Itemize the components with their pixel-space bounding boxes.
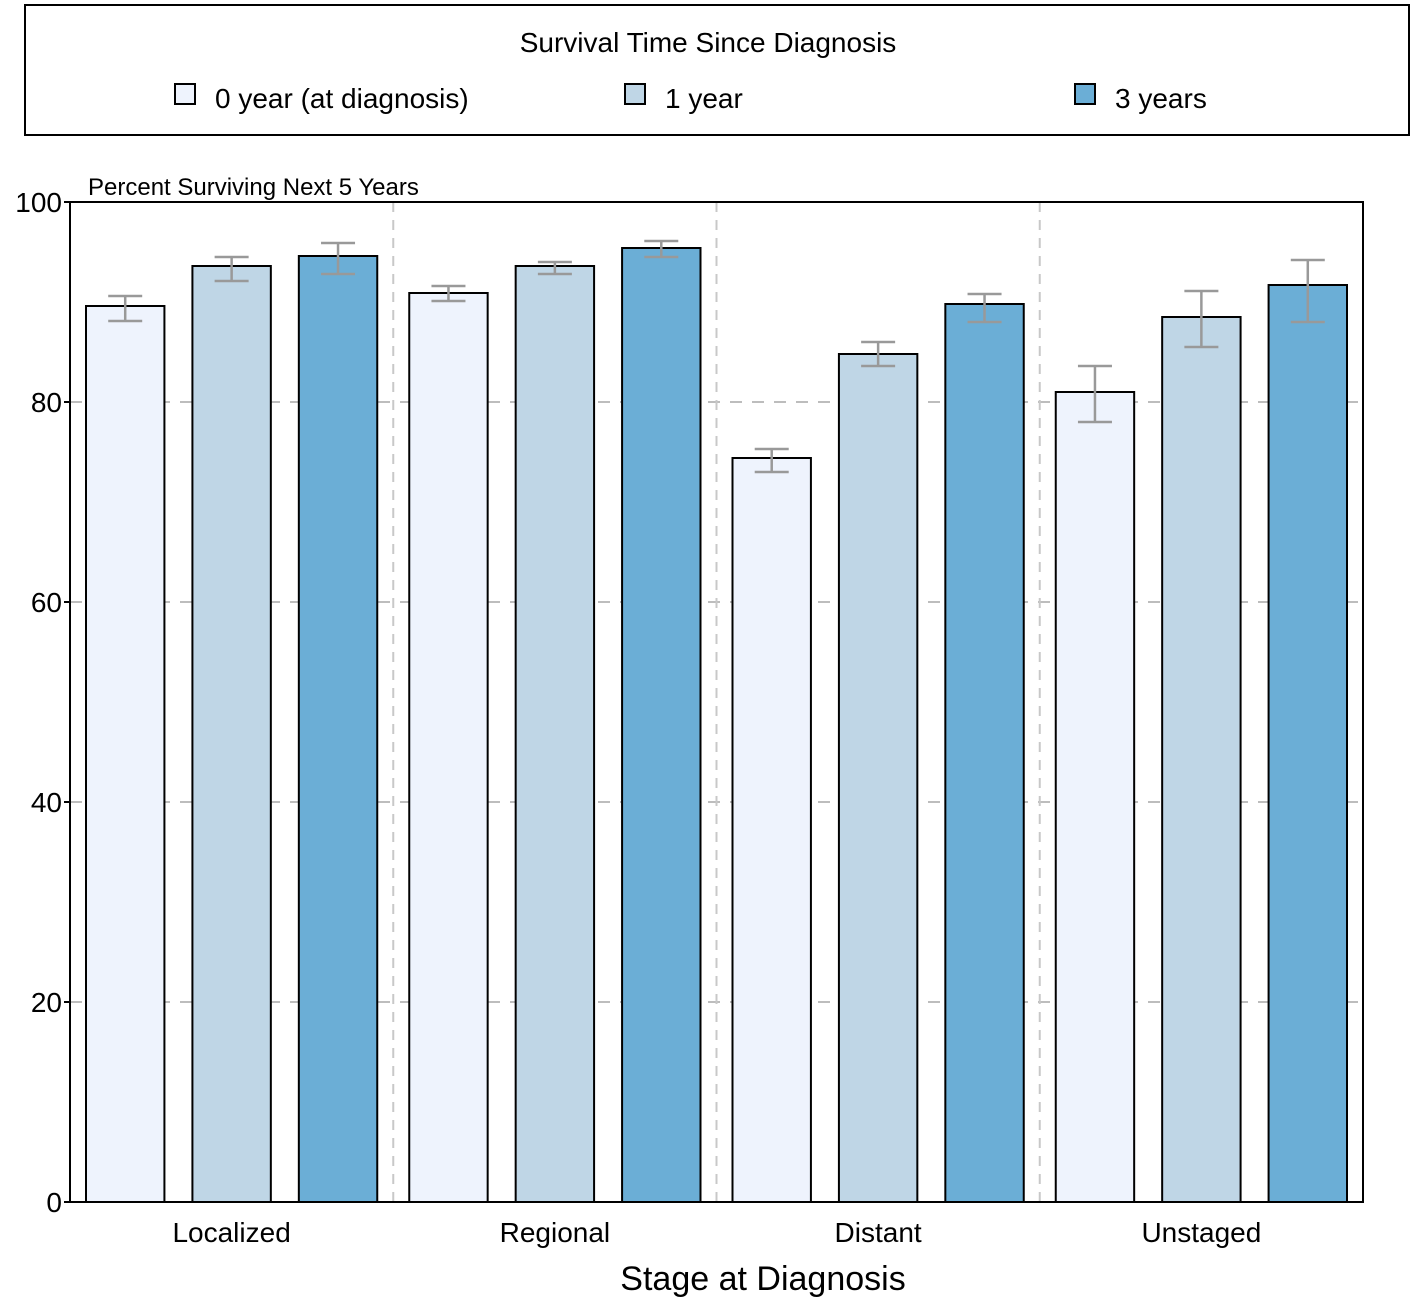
y-axis-title: Percent Surviving Next 5 Years bbox=[88, 174, 419, 201]
y-tick-label: 80 bbox=[31, 387, 62, 418]
legend-swatch bbox=[624, 83, 646, 105]
bar bbox=[621, 247, 702, 1203]
bar bbox=[408, 292, 489, 1203]
bar bbox=[191, 265, 272, 1203]
y-tick-label: 0 bbox=[46, 1187, 62, 1218]
bar bbox=[1267, 284, 1349, 1203]
y-tick-label: 20 bbox=[31, 987, 62, 1018]
legend-label: 3 years bbox=[1115, 83, 1207, 114]
bar bbox=[514, 265, 596, 1203]
legend-title: Survival Time Since Diagnosis bbox=[520, 27, 897, 58]
plot-frame bbox=[69, 201, 1364, 1203]
bar bbox=[1161, 316, 1242, 1203]
legend-label: 1 year bbox=[665, 83, 743, 114]
bar bbox=[297, 255, 379, 1203]
x-axis-title: Stage at Diagnosis bbox=[620, 1260, 905, 1298]
y-tick-label: 60 bbox=[31, 587, 62, 618]
legend-swatch bbox=[1074, 83, 1096, 105]
legend-swatch bbox=[174, 83, 196, 105]
legend-frame bbox=[24, 4, 1410, 136]
x-tick-label: Regional bbox=[500, 1217, 611, 1248]
x-tick-label: Unstaged bbox=[1141, 1217, 1261, 1248]
legend: Survival Time Since Diagnosis 0 year (at… bbox=[24, 4, 1410, 136]
x-tick-label: Localized bbox=[172, 1217, 290, 1248]
bar bbox=[85, 305, 166, 1203]
bar bbox=[944, 303, 1025, 1203]
x-tick-label: Distant bbox=[835, 1217, 922, 1248]
bar bbox=[731, 457, 812, 1203]
bar bbox=[1054, 391, 1136, 1203]
plot-area: Localized Regional Distant Unstaged 0 20 40 60 8… bbox=[15, 187, 1364, 1248]
y-tick-label: 40 bbox=[31, 787, 62, 818]
legend-label: 0 year (at diagnosis) bbox=[215, 83, 469, 114]
bar bbox=[837, 353, 919, 1203]
y-tick-label: 100 bbox=[15, 187, 62, 218]
